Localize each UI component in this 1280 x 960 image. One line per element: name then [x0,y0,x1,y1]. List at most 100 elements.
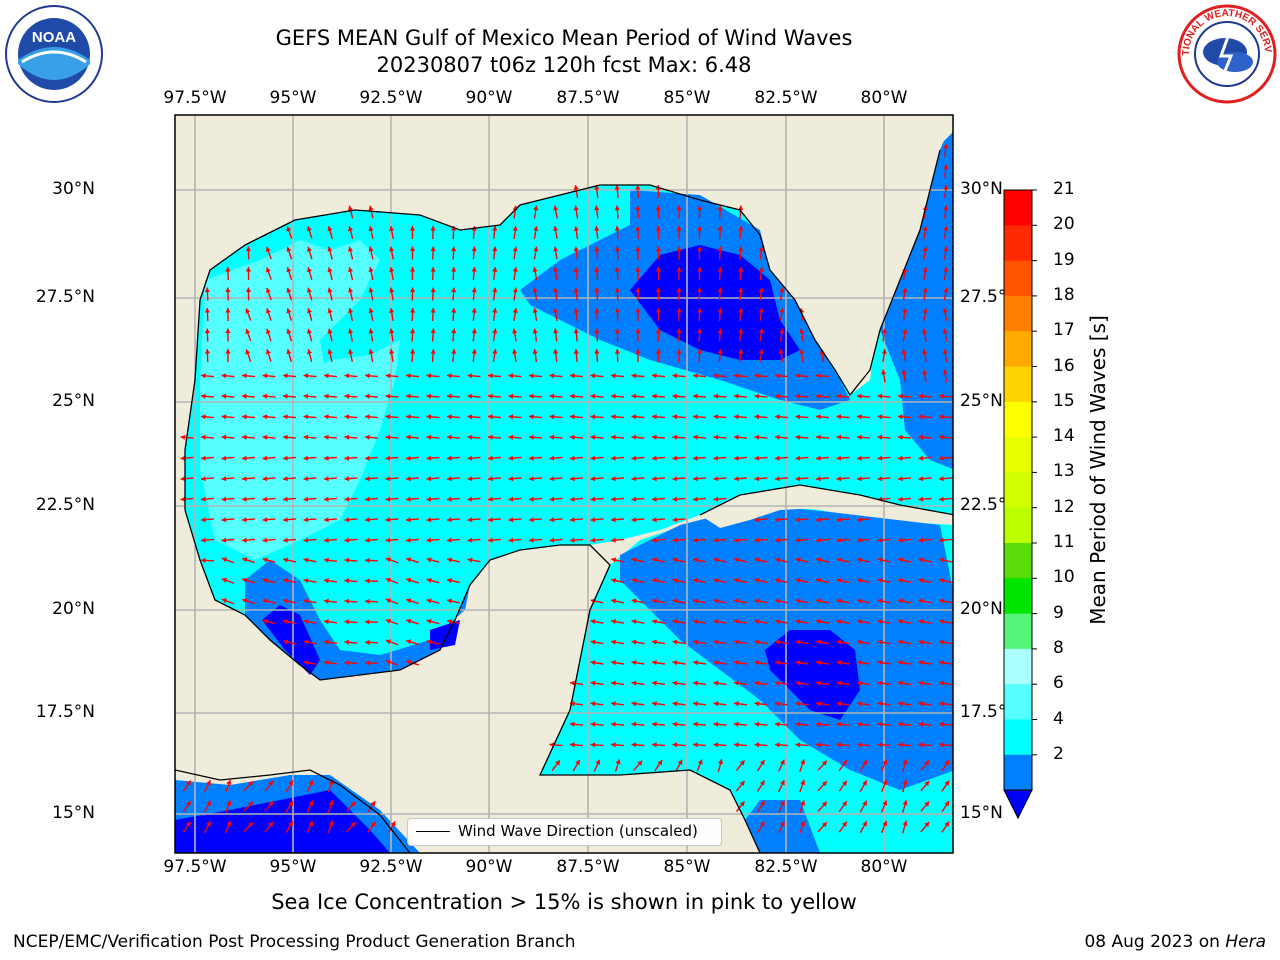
ocean-blue-fl-east [880,119,953,470]
wind-wave-arrow [221,414,235,420]
wind-wave-arrow [614,266,620,281]
florida-land [775,115,953,395]
wind-wave-arrow [795,434,809,440]
wind-wave-arrow [327,349,333,362]
wind-wave-arrow [614,225,620,240]
wind-wave-arrow [676,246,682,260]
wind-wave-arrow [594,348,600,363]
wind-wave-arrow [241,537,256,543]
wind-wave-arrow [692,496,707,502]
wind-wave-arrow [941,821,950,833]
wind-wave-arrow [467,476,481,482]
wind-wave-arrow [877,537,891,543]
colorbar-tick-label: 8 [1053,637,1064,658]
wind-wave-arrow [713,537,727,543]
wind-wave-arrow [549,455,563,461]
wind-wave-arrow [385,639,399,646]
wind-wave-arrow [265,267,272,280]
wind-wave-arrow [533,246,539,260]
wind-wave-arrow [344,476,358,482]
wind-wave-arrow [713,476,727,482]
wind-wave-arrow [286,267,293,280]
wind-wave-arrow [306,226,313,239]
lat-label-left: 22.5°N [35,495,95,515]
wind-wave-arrow [264,800,274,813]
wind-wave-arrow [920,760,930,771]
wind-wave-arrow [631,373,645,379]
wind-wave-arrow [713,578,727,584]
wind-wave-arrow [918,598,932,604]
wind-wave-arrow [756,780,766,792]
wind-wave-arrow [426,557,440,563]
lat-label-left: 15°N [52,803,95,823]
wind-wave-arrow [364,414,379,420]
wind-wave-arrow [774,537,789,543]
wind-wave-arrow [389,287,395,301]
wind-wave-arrow [405,455,420,461]
wind-wave-arrow [836,680,850,686]
wind-wave-arrow [430,246,436,260]
wind-wave-arrow [696,759,703,772]
wind-wave-arrow [676,307,682,322]
wind-wave-arrow [651,742,666,748]
wind-wave-arrow [922,307,928,322]
wind-wave-arrow [775,557,788,563]
wind-wave-arrow [880,759,888,772]
wind-wave-arrow [795,373,809,379]
wind-wave-arrow [754,517,768,523]
wind-wave-arrow [938,701,953,707]
wind-wave-arrow [672,414,686,420]
wind-wave-arrow [364,598,379,605]
wind-wave-arrow [467,434,481,440]
wind-wave-arrow [651,639,666,645]
wind-wave-arrow [385,476,399,482]
wind-wave-arrow [795,598,809,604]
wind-wave-arrow [836,742,850,748]
wind-wave-arrow [756,759,766,772]
wind-wave-arrow [348,308,354,321]
colorbar-segment [1004,754,1032,791]
wind-wave-arrow [492,307,498,322]
wind-wave-arrow [262,496,276,502]
wind-wave-arrow [651,721,666,727]
wind-wave-arrow [241,517,256,523]
wind-wave-arrow [389,266,395,281]
wind-wave-arrow [877,598,891,604]
wind-wave-arrow [672,537,686,543]
wind-wave-arrow [323,578,338,584]
wind-wave-arrow [795,639,809,645]
wind-wave-arrow [344,660,358,666]
wind-wave-arrow [939,557,952,563]
wind-wave-arrow [200,517,215,523]
wind-wave-arrow [348,328,354,342]
wind-wave-arrow [467,393,481,399]
wind-wave-arrow [938,598,953,604]
wind-wave-arrow [323,639,338,645]
wind-wave-arrow [836,721,850,727]
wind-wave-arrow [426,455,440,461]
wind-wave-arrow [467,373,481,379]
wind-wave-arrow [655,225,662,240]
wind-wave-arrow [306,287,313,301]
lat-label-right: 27.5°N [960,287,1005,307]
wind-wave-arrow [897,455,912,461]
wind-wave-arrow [180,455,194,461]
wind-wave-arrow [323,476,338,482]
wind-wave-arrow [938,742,953,748]
wind-wave-arrow [676,205,682,219]
wind-wave-arrow [446,476,461,482]
lat-label-right: 15°N [960,803,1003,823]
wind-wave-arrow [918,660,932,666]
wind-wave-arrow [920,801,930,812]
wind-wave-arrow [303,476,317,482]
wind-wave-arrow [774,373,789,379]
wind-wave-arrow [508,393,522,399]
wind-wave-arrow [733,393,748,399]
wind-wave-arrow [897,598,912,604]
wind-wave-arrow [303,598,317,604]
wind-wave-arrow [389,348,395,363]
wind-wave-arrow [655,308,662,321]
wind-wave-arrow [364,476,379,482]
wind-wave-arrow [938,680,953,686]
wind-wave-arrow [918,414,932,420]
